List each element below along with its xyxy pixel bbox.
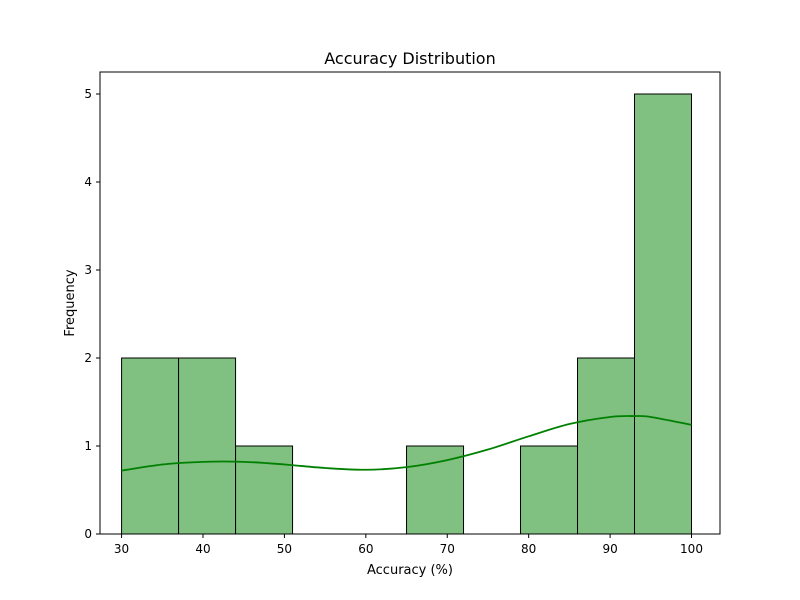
plot-frame [99,71,721,535]
x-tick-label: 100 [680,542,703,556]
histogram-bar-1 [178,357,237,535]
y-axis-label: Frequency [63,269,78,336]
y-tick-label: 3 [84,263,92,277]
chart-title: Accuracy Distribution [324,49,495,68]
y-axis-ticks: 0 1 2 3 4 5 [84,87,100,541]
histogram-bar-0 [121,357,180,535]
histogram-bar-2 [235,445,294,535]
x-tick-label: 80 [521,542,536,556]
y-tick-label: 5 [84,87,92,101]
x-tick-label: 30 [114,542,129,556]
histogram-bar-8 [577,357,636,535]
x-tick-label: 40 [195,542,210,556]
x-axis-ticks: 30 40 50 60 70 80 90 100 [114,534,703,556]
histogram-bar-5 [406,445,465,535]
x-axis-label: Accuracy (%) [367,563,453,578]
kde-curve [121,415,692,472]
histogram-bar-9 [634,93,693,535]
y-tick-label: 4 [84,175,92,189]
x-tick-label: 90 [602,542,617,556]
bars-group [121,93,693,535]
y-tick-label: 0 [84,527,92,541]
x-tick-label: 60 [358,542,373,556]
y-tick-label: 1 [84,439,92,453]
kde-group [121,415,692,472]
histogram-bar-7 [520,445,579,535]
x-tick-label: 70 [440,542,455,556]
y-tick-label: 2 [84,351,92,365]
x-tick-label: 50 [277,542,292,556]
